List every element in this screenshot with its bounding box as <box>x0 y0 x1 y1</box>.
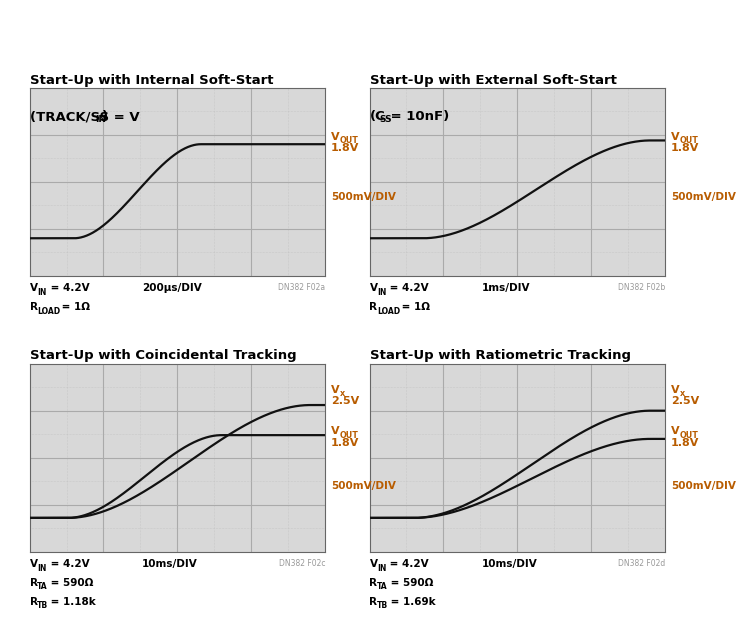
Text: R: R <box>30 597 38 607</box>
Text: x: x <box>340 389 345 398</box>
Text: = 1.18k: = 1.18k <box>47 597 96 607</box>
Text: = 1Ω: = 1Ω <box>398 302 429 312</box>
Text: = 4.2V: = 4.2V <box>386 283 429 293</box>
Text: V: V <box>331 385 340 395</box>
Text: = 590Ω: = 590Ω <box>387 578 434 588</box>
Text: 1.8V: 1.8V <box>671 438 699 448</box>
Text: V: V <box>30 283 38 293</box>
Text: = 10nF): = 10nF) <box>386 110 449 124</box>
Text: IN: IN <box>37 564 47 572</box>
Text: 2.5V: 2.5V <box>671 396 699 406</box>
Text: 10ms/DIV: 10ms/DIV <box>142 559 197 569</box>
Text: Start-Up with Coincidental Tracking: Start-Up with Coincidental Tracking <box>30 349 296 362</box>
Text: 500mV/DIV: 500mV/DIV <box>671 481 736 491</box>
Text: 500mV/DIV: 500mV/DIV <box>331 192 396 202</box>
Text: TA: TA <box>377 582 387 591</box>
Text: V: V <box>30 559 38 569</box>
Text: R: R <box>370 578 378 588</box>
Text: 2.5V: 2.5V <box>331 396 359 406</box>
Text: 500mV/DIV: 500mV/DIV <box>671 192 736 202</box>
Text: OUT: OUT <box>680 431 699 440</box>
Text: DN382 F02d: DN382 F02d <box>618 559 665 568</box>
Text: V: V <box>370 283 378 293</box>
Text: TB: TB <box>37 601 48 610</box>
Text: DN382 F02c: DN382 F02c <box>279 559 325 568</box>
Text: 10ms/DIV: 10ms/DIV <box>482 559 537 569</box>
Text: (TRACK/SS = V: (TRACK/SS = V <box>30 110 139 124</box>
Text: Start-Up with External Soft-Start: Start-Up with External Soft-Start <box>370 73 616 87</box>
Text: 200μs/DIV: 200μs/DIV <box>142 283 202 293</box>
Text: LOAD: LOAD <box>37 307 60 315</box>
Text: Start-Up with Internal Soft-Start: Start-Up with Internal Soft-Start <box>30 73 273 87</box>
Text: LOAD: LOAD <box>377 307 400 315</box>
Text: V: V <box>671 426 680 436</box>
Text: DN382 F02a: DN382 F02a <box>278 283 325 292</box>
Text: = 4.2V: = 4.2V <box>386 559 429 569</box>
Text: IN: IN <box>95 115 106 124</box>
Text: IN: IN <box>377 288 386 297</box>
Text: SS: SS <box>380 115 392 124</box>
Text: IN: IN <box>377 564 386 572</box>
Text: R: R <box>30 578 38 588</box>
Text: 1.8V: 1.8V <box>331 143 359 153</box>
Text: 1.8V: 1.8V <box>671 143 699 153</box>
Text: = 590Ω: = 590Ω <box>47 578 94 588</box>
Text: V: V <box>370 559 378 569</box>
Text: TA: TA <box>37 582 47 591</box>
Text: 500mV/DIV: 500mV/DIV <box>331 481 396 491</box>
Text: (C: (C <box>370 110 385 124</box>
Text: 1.8V: 1.8V <box>331 438 359 448</box>
Text: V: V <box>671 132 680 142</box>
Text: TB: TB <box>377 601 388 610</box>
Text: = 1Ω: = 1Ω <box>58 302 89 312</box>
Text: ): ) <box>101 110 108 124</box>
Text: 1ms/DIV: 1ms/DIV <box>482 283 531 293</box>
Text: V: V <box>671 385 680 395</box>
Text: = 1.69k: = 1.69k <box>387 597 436 607</box>
Text: Start-Up with Ratiometric Tracking: Start-Up with Ratiometric Tracking <box>370 349 630 362</box>
Text: R: R <box>30 302 38 312</box>
Text: OUT: OUT <box>680 136 699 145</box>
Text: V: V <box>331 426 340 436</box>
Text: DN382 F02b: DN382 F02b <box>618 283 665 292</box>
Text: R: R <box>370 597 378 607</box>
Text: IN: IN <box>37 288 47 297</box>
Text: x: x <box>680 389 685 398</box>
Text: R: R <box>370 302 378 312</box>
Text: = 4.2V: = 4.2V <box>47 283 89 293</box>
Text: = 4.2V: = 4.2V <box>47 559 89 569</box>
Text: OUT: OUT <box>340 136 359 145</box>
Text: OUT: OUT <box>340 431 359 440</box>
Text: V: V <box>331 132 340 142</box>
